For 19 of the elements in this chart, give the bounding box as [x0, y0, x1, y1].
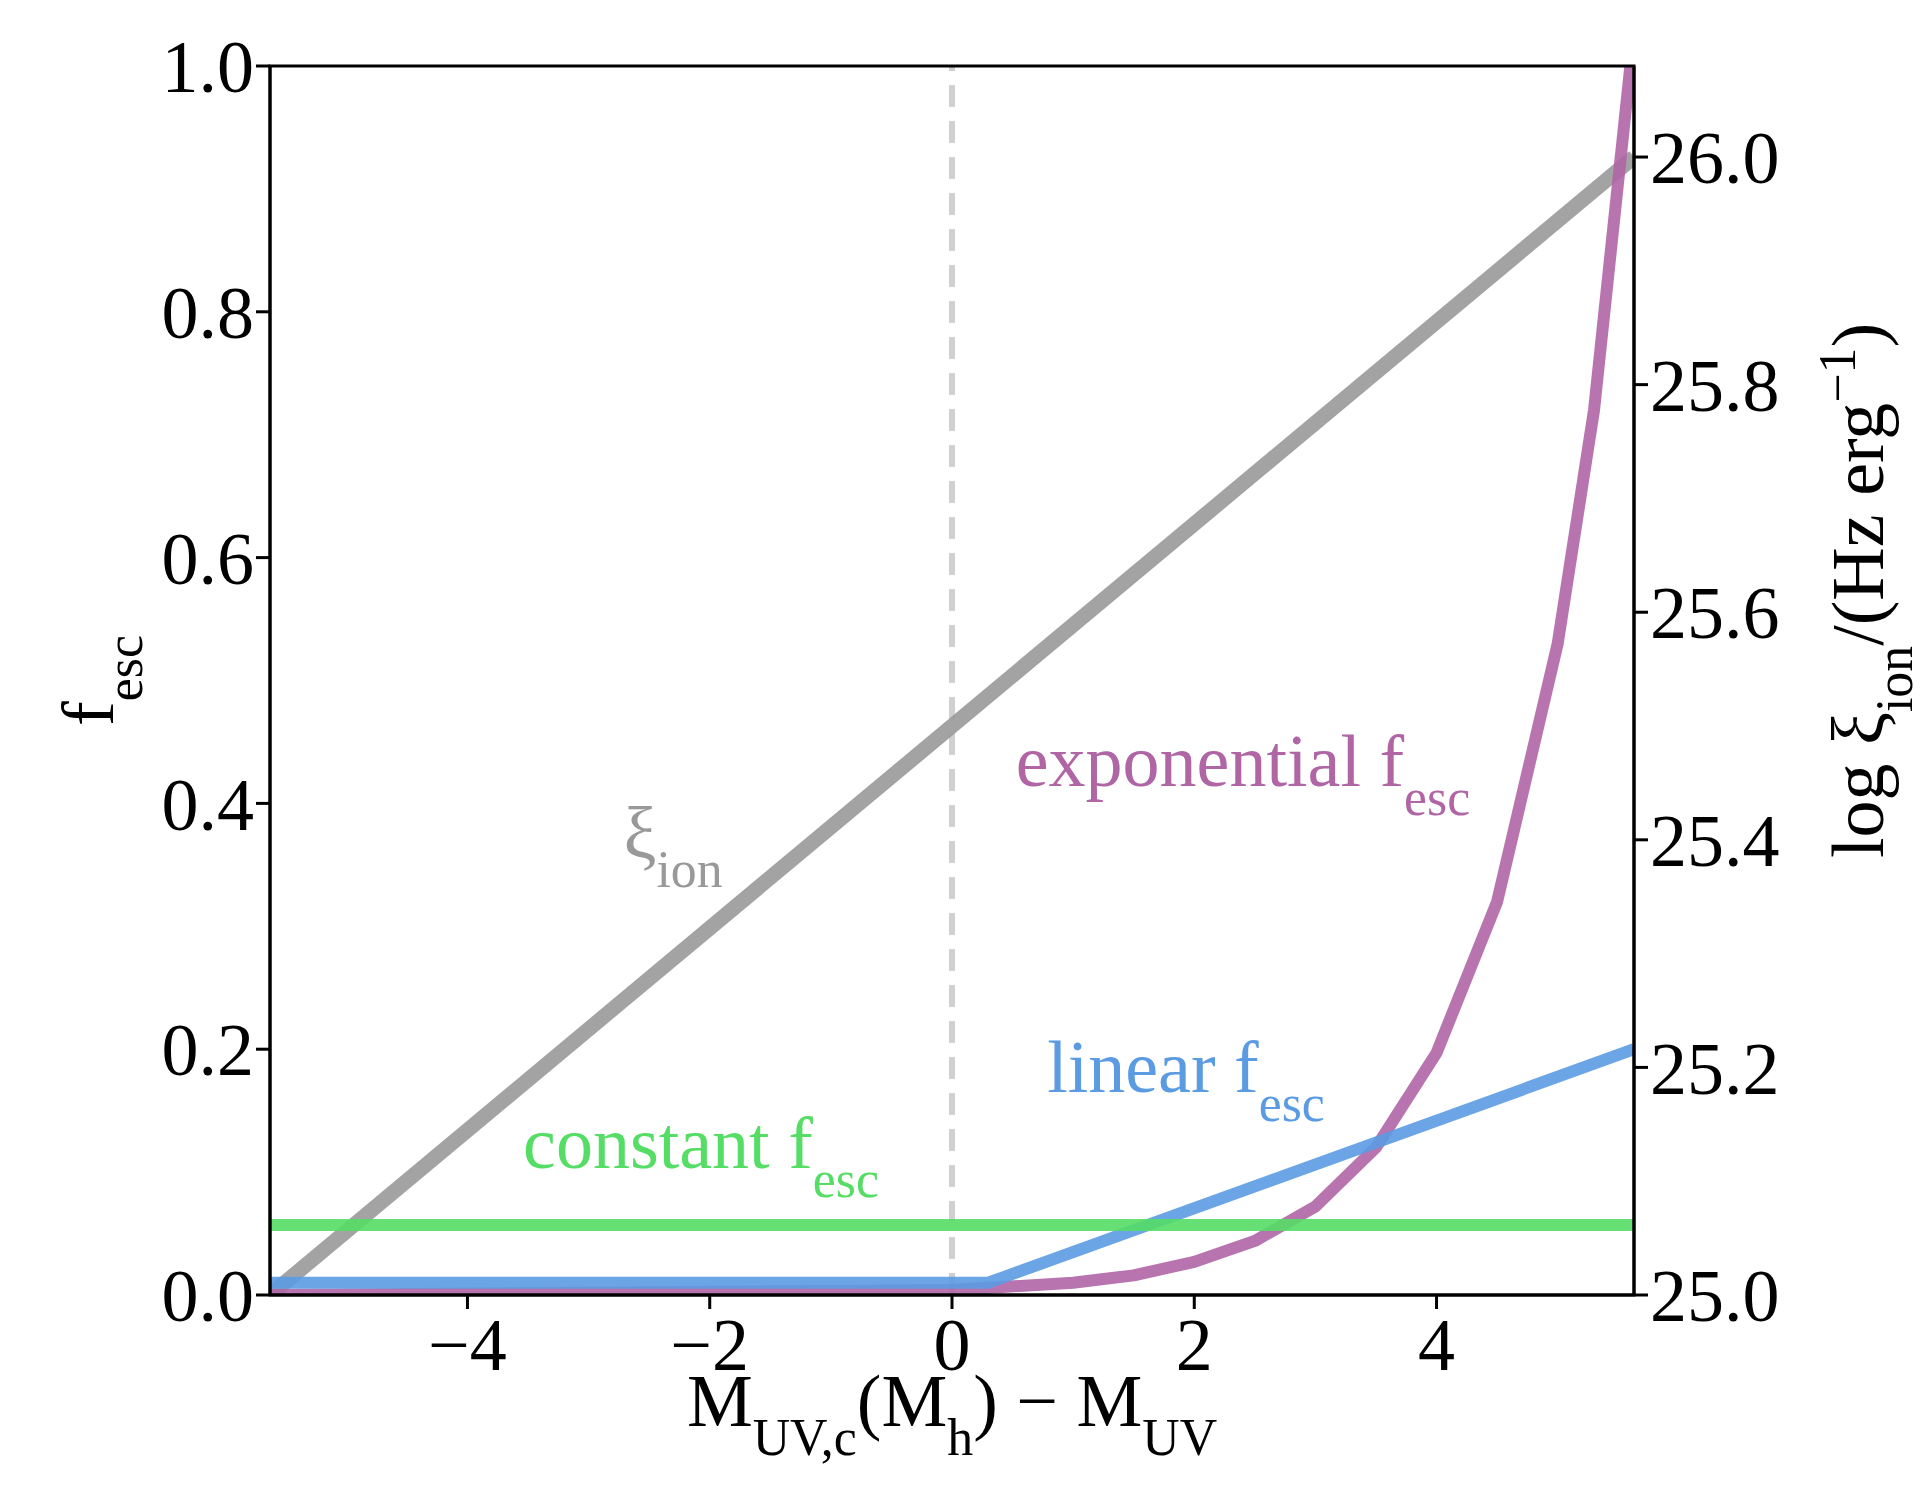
y2-tick-label: 25.0 — [1650, 1255, 1780, 1338]
y2-tick-label: 26.0 — [1650, 117, 1780, 200]
series-label: linear f$_{esc}$ — [1047, 1026, 1325, 1132]
y2-tick-label: 25.4 — [1650, 800, 1780, 883]
y-tick-label: 0.8 — [161, 272, 254, 355]
x-tick-label: −4 — [428, 1303, 507, 1386]
series-label: constant f$_{esc}$ — [523, 1102, 879, 1208]
x-tick-label: 4 — [1418, 1303, 1456, 1386]
series-label: exponential f$_{esc}$ — [1015, 720, 1471, 826]
y2-tick-label: 25.8 — [1650, 344, 1780, 427]
y-tick-label: 0.2 — [161, 1009, 254, 1092]
series-label: ξ$_{ion}$ — [623, 792, 723, 898]
y-tick-label: 1.0 — [161, 26, 254, 109]
y2-tick-label: 25.6 — [1650, 572, 1780, 655]
y-tick-label: 0.0 — [161, 1255, 254, 1338]
y-tick-label: 0.4 — [161, 763, 254, 846]
y-tick-label: 0.6 — [161, 517, 254, 600]
y2-tick-label: 25.2 — [1650, 1027, 1780, 1110]
x-tick-label: 2 — [1175, 1303, 1213, 1386]
